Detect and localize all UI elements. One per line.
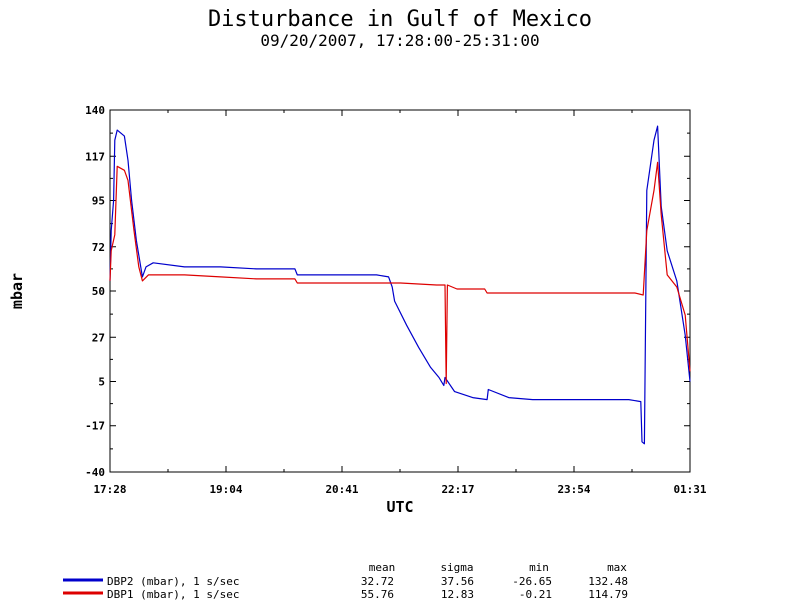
x-tick-label: 22:17 (441, 483, 474, 496)
y-tick-label: 140 (85, 104, 105, 117)
stat-dbp2-sigma: 37.56 (441, 575, 474, 588)
x-axis-label: UTC (386, 498, 413, 516)
series-layer (109, 125, 691, 445)
y-axis-label: mbar (8, 273, 26, 309)
y-tick-label: 117 (85, 150, 105, 163)
legend: mean sigma min max DBP2 (mbar), 1 s/sec … (63, 561, 628, 601)
y-tick-label: 50 (92, 285, 105, 298)
y-tick-label: -17 (85, 420, 105, 433)
stat-dbp1-max: 114.79 (588, 588, 628, 601)
y-axis: 140 117 95 72 50 27 5 -17 -40 (85, 104, 690, 479)
stat-dbp2-max: 132.48 (588, 575, 628, 588)
stats-header-min: min (529, 561, 549, 574)
x-tick-label: 17:28 (93, 483, 126, 496)
legend-label-dbp1: DBP1 (mbar), 1 s/sec (107, 588, 239, 601)
stats-header-sigma: sigma (440, 561, 473, 574)
series-line-dbp2 (109, 125, 691, 445)
y-tick-label: 95 (92, 195, 105, 208)
x-tick-label: 19:04 (209, 483, 242, 496)
y-tick-label: -40 (85, 466, 105, 479)
stat-dbp1-min: -0.21 (519, 588, 552, 601)
legend-label-dbp2: DBP2 (mbar), 1 s/sec (107, 575, 239, 588)
x-tick-label: 01:31 (673, 483, 706, 496)
x-axis: 17:28 19:04 20:41 22:17 23:54 01:31 (93, 110, 707, 496)
stat-dbp1-sigma: 12.83 (441, 588, 474, 601)
plot-frame (109, 109, 691, 473)
x-tick-label: 23:54 (557, 483, 590, 496)
series-line-dbp1 (109, 161, 691, 385)
stat-dbp2-mean: 32.72 (361, 575, 394, 588)
x-tick-label: 20:41 (325, 483, 358, 496)
y-tick-label: 72 (92, 241, 105, 254)
chart-title: Disturbance in Gulf of Mexico (208, 7, 592, 32)
stats-header-max: max (607, 561, 627, 574)
y-tick-label: 27 (92, 331, 105, 344)
y-tick-label: 5 (98, 376, 105, 389)
chart-subtitle: 09/20/2007, 17:28:00-25:31:00 (260, 31, 539, 50)
stat-dbp1-mean: 55.76 (361, 588, 394, 601)
stat-dbp2-min: -26.65 (512, 575, 552, 588)
stats-header-mean: mean (369, 561, 396, 574)
